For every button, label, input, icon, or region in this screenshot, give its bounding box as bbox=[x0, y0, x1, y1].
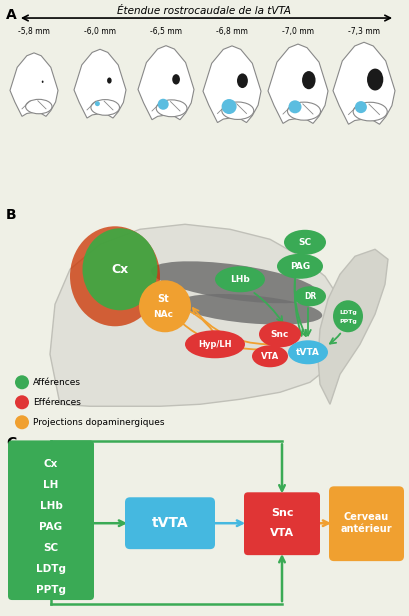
FancyBboxPatch shape bbox=[8, 440, 94, 600]
Text: VTA: VTA bbox=[270, 528, 294, 538]
Text: PPTg: PPTg bbox=[339, 319, 357, 324]
Ellipse shape bbox=[83, 229, 157, 310]
Ellipse shape bbox=[237, 73, 248, 88]
Text: Étendue rostrocaudale de la tVTA: Étendue rostrocaudale de la tVTA bbox=[117, 6, 291, 16]
Ellipse shape bbox=[26, 99, 52, 114]
Ellipse shape bbox=[178, 294, 322, 325]
Circle shape bbox=[158, 99, 169, 110]
Text: Projections dopaminergiques: Projections dopaminergiques bbox=[33, 418, 164, 427]
Ellipse shape bbox=[367, 68, 383, 91]
Polygon shape bbox=[268, 44, 328, 123]
Ellipse shape bbox=[91, 100, 119, 115]
Text: -5,8 mm: -5,8 mm bbox=[18, 27, 50, 36]
Text: Cerveau
antérieur: Cerveau antérieur bbox=[340, 513, 392, 534]
Ellipse shape bbox=[215, 266, 265, 292]
Ellipse shape bbox=[139, 280, 191, 332]
Ellipse shape bbox=[294, 286, 326, 306]
Text: DR: DR bbox=[304, 292, 316, 301]
Text: PAG: PAG bbox=[39, 522, 63, 532]
Circle shape bbox=[222, 99, 236, 114]
Ellipse shape bbox=[288, 102, 321, 120]
Text: tVTA: tVTA bbox=[296, 348, 320, 357]
Text: Hyp/LH: Hyp/LH bbox=[198, 340, 232, 349]
Text: Snc: Snc bbox=[271, 330, 289, 339]
Text: VTA: VTA bbox=[261, 352, 279, 361]
Circle shape bbox=[15, 415, 29, 429]
Ellipse shape bbox=[222, 102, 254, 120]
Polygon shape bbox=[318, 249, 388, 404]
Text: SC: SC bbox=[43, 543, 58, 553]
Text: LHb: LHb bbox=[40, 501, 63, 511]
Ellipse shape bbox=[333, 300, 363, 332]
Text: SC: SC bbox=[299, 238, 312, 247]
Text: LHb: LHb bbox=[230, 275, 250, 284]
Ellipse shape bbox=[107, 78, 112, 84]
Text: PPTg: PPTg bbox=[36, 585, 66, 595]
Ellipse shape bbox=[172, 74, 180, 84]
Text: -6,0 mm: -6,0 mm bbox=[84, 27, 116, 36]
Text: B: B bbox=[6, 208, 17, 222]
FancyBboxPatch shape bbox=[125, 497, 215, 549]
Polygon shape bbox=[50, 224, 345, 407]
Polygon shape bbox=[10, 53, 58, 116]
Text: Afférences: Afférences bbox=[33, 378, 81, 387]
Text: tVTA: tVTA bbox=[152, 516, 188, 530]
Circle shape bbox=[355, 101, 367, 113]
Text: -7,3 mm: -7,3 mm bbox=[348, 27, 380, 36]
Circle shape bbox=[15, 395, 29, 409]
Text: Efférences: Efférences bbox=[33, 398, 81, 407]
Text: NAc: NAc bbox=[153, 310, 173, 319]
Polygon shape bbox=[333, 43, 395, 124]
Text: Cx: Cx bbox=[111, 263, 128, 276]
Ellipse shape bbox=[288, 340, 328, 364]
Circle shape bbox=[95, 101, 100, 106]
Text: C: C bbox=[6, 436, 16, 450]
Polygon shape bbox=[74, 49, 126, 118]
Circle shape bbox=[288, 100, 301, 113]
FancyBboxPatch shape bbox=[244, 492, 320, 555]
Text: LH: LH bbox=[43, 480, 58, 490]
Ellipse shape bbox=[302, 71, 316, 89]
Circle shape bbox=[15, 375, 29, 389]
Text: -7,0 mm: -7,0 mm bbox=[282, 27, 314, 36]
Text: Snc: Snc bbox=[271, 508, 293, 518]
Text: LDTg: LDTg bbox=[339, 310, 357, 315]
Text: Cx: Cx bbox=[44, 460, 58, 469]
Ellipse shape bbox=[70, 226, 160, 326]
Ellipse shape bbox=[156, 100, 187, 116]
Ellipse shape bbox=[252, 346, 288, 367]
Text: PAG: PAG bbox=[290, 262, 310, 271]
Ellipse shape bbox=[277, 254, 323, 279]
Text: -6,8 mm: -6,8 mm bbox=[216, 27, 248, 36]
Text: St: St bbox=[157, 294, 169, 304]
Polygon shape bbox=[138, 46, 194, 120]
Text: LDTg: LDTg bbox=[36, 564, 66, 574]
Ellipse shape bbox=[151, 261, 319, 303]
Ellipse shape bbox=[42, 81, 43, 83]
Ellipse shape bbox=[353, 102, 387, 121]
Polygon shape bbox=[203, 46, 261, 123]
Text: -6,5 mm: -6,5 mm bbox=[150, 27, 182, 36]
Ellipse shape bbox=[185, 330, 245, 359]
Ellipse shape bbox=[259, 322, 301, 347]
Ellipse shape bbox=[284, 230, 326, 255]
FancyBboxPatch shape bbox=[329, 486, 404, 561]
Text: A: A bbox=[6, 8, 17, 22]
